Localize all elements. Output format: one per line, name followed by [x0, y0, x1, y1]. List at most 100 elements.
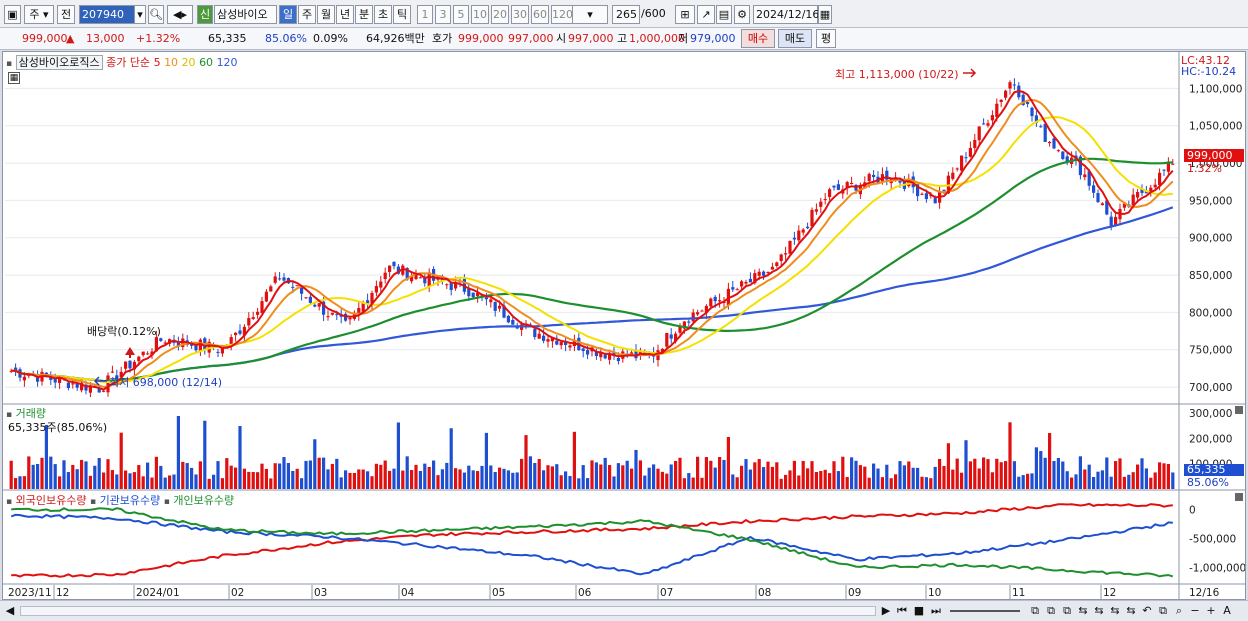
stock-title[interactable]: 삼성바이오로직스 [15, 55, 103, 70]
volume-bar [498, 467, 502, 489]
sort-icon-2[interactable]: ⇆ [1094, 604, 1104, 617]
holdings-close-icon[interactable] [1235, 493, 1243, 501]
volume-bar [291, 470, 295, 489]
volume-bar [1096, 471, 1100, 489]
candle-body [665, 332, 669, 347]
chart-canvas[interactable]: 1,100,0001,050,0001,000,000950,000900,00… [3, 52, 1246, 599]
period-tab-2[interactable]: 월 [317, 5, 335, 24]
first-icon[interactable]: ⏮ [897, 604, 907, 617]
chart-area[interactable]: 1,100,000 1,050,000 1,000,000 950,000 900,00… [2, 51, 1246, 600]
candle-body [630, 352, 634, 355]
institution-label[interactable]: 기관보유수량 [99, 494, 161, 507]
up-arrow-icon: ▲ [66, 32, 75, 45]
volume-handle-icon[interactable]: ▪ [6, 410, 13, 420]
holdings-handle-icon[interactable]: ▪ [6, 497, 13, 507]
x-tick-label: 12 [56, 587, 69, 599]
scroll-left-icon[interactable]: ◀ [5, 604, 15, 617]
zoom-slider[interactable] [950, 610, 1020, 612]
sort-icon-4[interactable]: ⇆ [1126, 604, 1136, 617]
font-size-icon[interactable]: A [1223, 604, 1231, 617]
sort-icon-3[interactable]: ⇆ [1110, 604, 1120, 617]
candle-body [907, 178, 911, 187]
interval-button-10[interactable]: 10 [471, 5, 489, 24]
interval-button-30[interactable]: 30 [511, 5, 529, 24]
individual-label[interactable]: 개인보유수량 [173, 494, 235, 507]
chart-type-icon[interactable]: ⊞ [675, 5, 695, 24]
zoom-out-icon[interactable]: − [1190, 604, 1200, 617]
candle-body [634, 350, 638, 359]
volume-bar [238, 426, 242, 489]
layout-icon-3[interactable]: ⧉ [1063, 604, 1071, 617]
volume-bar [489, 465, 493, 489]
sort-icon-1[interactable]: ⇆ [1078, 604, 1088, 617]
eval-button[interactable]: 평 [816, 29, 836, 48]
interval-dropdown[interactable]: ▾ [572, 5, 608, 24]
volume-tag-pct: 85.06% [1187, 476, 1229, 489]
volume-bar [1136, 464, 1140, 489]
settings-icon[interactable]: ⚙ [734, 5, 750, 24]
low-label: 저 [678, 32, 689, 45]
foreign-label[interactable]: 외국인보유수량 [15, 494, 87, 507]
search-icon[interactable]: 🔍︎ [148, 5, 164, 24]
copy-icon[interactable]: ⧉ [1159, 604, 1167, 617]
period-tab-1[interactable]: 주 [298, 5, 316, 24]
volume-bar [53, 464, 57, 489]
volume-bar [546, 465, 550, 489]
zoom-icon[interactable]: ⌕ [1175, 604, 1183, 617]
calendar-icon[interactable]: ▦ [818, 5, 832, 24]
code-input[interactable]: 207940 [79, 5, 135, 24]
grid-toggle-icon[interactable]: ▦ [8, 72, 20, 84]
volume-bar [203, 420, 207, 489]
candle-body [986, 123, 990, 126]
zoom-in-icon[interactable]: + [1206, 604, 1216, 617]
save-icon[interactable]: ▤ [716, 5, 732, 24]
scrollbar-track[interactable] [20, 606, 876, 616]
candle-body [9, 370, 13, 372]
volume-close-icon[interactable] [1235, 406, 1243, 414]
buy-button[interactable]: 매수 [741, 29, 775, 48]
scroll-right-icon[interactable]: ▶ [881, 604, 891, 617]
speaker-icon[interactable]: ◀▸ [167, 5, 193, 24]
interval-button-1[interactable]: 1 [417, 5, 433, 24]
interval-button-20[interactable]: 20 [491, 5, 509, 24]
chart-grid [3, 52, 1245, 599]
code-dropdown-icon[interactable]: ▾ [134, 5, 146, 24]
volume-title[interactable]: 거래량 [15, 407, 46, 420]
period-tab-5[interactable]: 초 [374, 5, 392, 24]
holdings-line-0 [11, 502, 1173, 578]
mode-button[interactable]: 전 [57, 5, 75, 24]
volume-bar [366, 471, 370, 489]
count-input[interactable]: 265 [612, 5, 640, 24]
volume-bar [154, 456, 158, 489]
last-icon[interactable]: ⏭ [931, 604, 941, 617]
draw-tool-icon[interactable]: ↗ [697, 5, 715, 24]
interval-button-5[interactable]: 5 [453, 5, 469, 24]
period-tab-3[interactable]: 년 [336, 5, 354, 24]
volume-bar [168, 475, 172, 489]
holdings-tick-label: 0 [1189, 505, 1196, 517]
panel-handle-icon[interactable]: ▪ [6, 59, 13, 69]
undo-icon[interactable]: ↶ [1142, 604, 1152, 617]
volume-bar [27, 456, 31, 489]
period-tab-4[interactable]: 분 [355, 5, 373, 24]
x-tick-label: 05 [492, 587, 505, 599]
volume-bar [220, 478, 224, 489]
date-input[interactable]: 2024/12/16 [753, 5, 819, 24]
candle-body [850, 182, 854, 185]
period-tab-6[interactable]: 틱 [393, 5, 411, 24]
ma-label[interactable]: 종가 단순 [106, 56, 151, 69]
window-icon[interactable]: ▣ [4, 5, 21, 24]
interval-button-120[interactable]: 120 [551, 5, 573, 24]
candle-body [1061, 151, 1065, 159]
stop-icon[interactable]: ■ [913, 604, 925, 617]
interval-button-60[interactable]: 60 [531, 5, 549, 24]
layout-icon-1[interactable]: ⧉ [1031, 604, 1039, 617]
period-select[interactable]: 주 ▾ [24, 5, 54, 24]
sell-button[interactable]: 매도 [778, 29, 812, 48]
period-tab-0[interactable]: 일 [279, 5, 297, 24]
candle-body [678, 326, 682, 333]
volume-bar [1100, 470, 1104, 489]
layout-icon-2[interactable]: ⧉ [1047, 604, 1055, 617]
interval-button-3[interactable]: 3 [435, 5, 451, 24]
candle-body [1087, 171, 1091, 186]
